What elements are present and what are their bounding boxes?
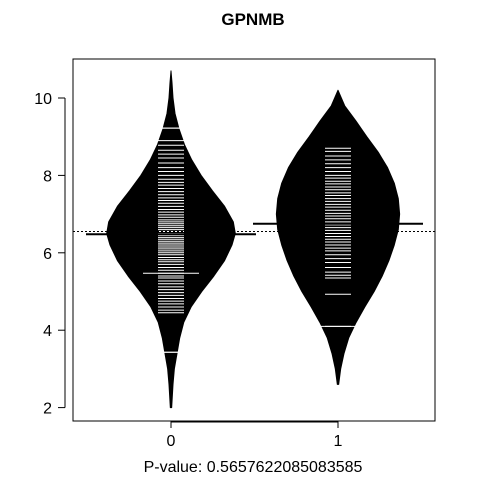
x-tick-label: 0 xyxy=(167,433,176,450)
y-tick-label: 10 xyxy=(34,91,52,108)
y-tick-label: 6 xyxy=(43,246,52,263)
x-tick-label: 1 xyxy=(334,433,343,450)
x-axis-label: P-value: 0.5657622085083585 xyxy=(144,459,363,476)
y-tick-label: 8 xyxy=(43,168,52,185)
y-tick-label: 4 xyxy=(43,323,52,340)
y-tick-label: 2 xyxy=(43,401,52,418)
chart-title: GPNMB xyxy=(221,10,284,29)
